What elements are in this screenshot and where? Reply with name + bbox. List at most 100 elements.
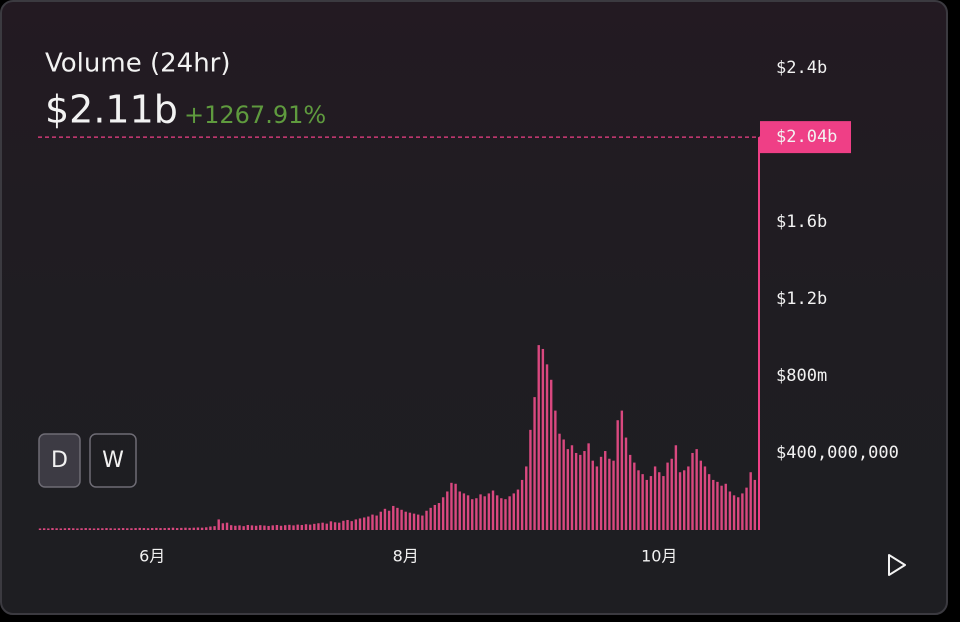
- bar: [707, 474, 711, 530]
- bar: [338, 522, 341, 530]
- bar: [242, 526, 245, 530]
- bar: [545, 364, 549, 530]
- bar: [392, 505, 395, 530]
- bar: [520, 479, 524, 530]
- bar: [579, 454, 582, 530]
- range-button-label[interactable]: W: [102, 448, 124, 473]
- bar: [209, 526, 212, 530]
- bar: [325, 523, 328, 530]
- bar: [599, 456, 603, 530]
- bar: [616, 420, 619, 530]
- bar: [205, 527, 208, 530]
- bar: [554, 410, 557, 530]
- bar: [591, 460, 594, 530]
- bar: [321, 522, 324, 530]
- bar: [246, 524, 250, 530]
- bar: [259, 525, 262, 530]
- x-tick-label: 6月: [139, 547, 165, 566]
- bar: [491, 490, 495, 530]
- bar: [55, 528, 58, 530]
- play-button[interactable]: [888, 554, 906, 576]
- bar: [628, 454, 632, 530]
- bar: [96, 528, 100, 530]
- bar: [699, 460, 703, 530]
- bar: [292, 525, 295, 530]
- bar: [130, 528, 133, 530]
- y-tick-label: $2.4b: [776, 58, 827, 78]
- bar: [151, 528, 154, 530]
- bar: [167, 527, 171, 530]
- bar: [304, 524, 308, 530]
- range-button[interactable]: [38, 433, 81, 488]
- card-background: [0, 0, 948, 615]
- bar: [454, 483, 457, 530]
- bar: [732, 495, 736, 530]
- bar: [637, 470, 640, 530]
- bar: [51, 528, 54, 530]
- crosshair-label: $2.04b: [776, 127, 837, 147]
- bar: [308, 524, 312, 530]
- bar: [200, 527, 204, 530]
- range-button[interactable]: [89, 433, 137, 488]
- y-tick-label: $1.2b: [776, 289, 827, 309]
- bar: [753, 479, 757, 530]
- bar: [604, 451, 607, 530]
- bar: [566, 449, 570, 530]
- bar: [437, 503, 441, 530]
- bar: [59, 528, 62, 530]
- bar: [466, 495, 470, 530]
- bar: [383, 508, 387, 530]
- bar: [213, 526, 216, 530]
- bar: [192, 527, 195, 530]
- bar: [313, 523, 316, 530]
- bar: [574, 452, 578, 530]
- bar: [421, 515, 424, 530]
- bar: [691, 452, 694, 530]
- bar: [446, 491, 449, 530]
- bar: [88, 528, 92, 530]
- bar: [624, 437, 628, 530]
- bar: [400, 509, 403, 530]
- bar: [279, 525, 283, 530]
- bar: [284, 525, 287, 530]
- bar: [184, 527, 187, 530]
- bar: [653, 466, 657, 530]
- bar: [429, 507, 432, 530]
- chart-title: Volume (24hr): [45, 49, 231, 79]
- bar: [63, 528, 67, 530]
- bar: [159, 528, 162, 530]
- bar: [84, 528, 87, 530]
- bar: [682, 470, 686, 530]
- bar: [254, 525, 258, 530]
- bar: [113, 528, 117, 530]
- x-tick-label: 8月: [393, 547, 419, 566]
- bar: [633, 462, 636, 530]
- play-icon[interactable]: [888, 554, 906, 576]
- bar: [712, 479, 715, 530]
- bar: [533, 397, 536, 530]
- bar: [504, 499, 507, 530]
- bar: [109, 528, 112, 530]
- bar: [396, 507, 399, 530]
- bar: [716, 481, 719, 530]
- bar: [387, 510, 391, 530]
- bar: [674, 445, 678, 530]
- bar: [362, 517, 366, 530]
- bar: [146, 528, 150, 530]
- y-tick-label: $1.6b: [776, 212, 827, 232]
- bar: [275, 524, 279, 530]
- bar: [458, 491, 461, 530]
- bar: [658, 472, 661, 530]
- bar: [367, 516, 370, 530]
- bar: [267, 525, 270, 530]
- bar: [587, 443, 590, 530]
- bar: [608, 458, 611, 530]
- bar: [724, 483, 727, 530]
- bar: [163, 528, 166, 530]
- bar: [728, 491, 732, 530]
- bar: [425, 510, 428, 530]
- range-button-label[interactable]: D: [51, 448, 68, 473]
- bar: [495, 495, 499, 530]
- bar: [38, 528, 42, 530]
